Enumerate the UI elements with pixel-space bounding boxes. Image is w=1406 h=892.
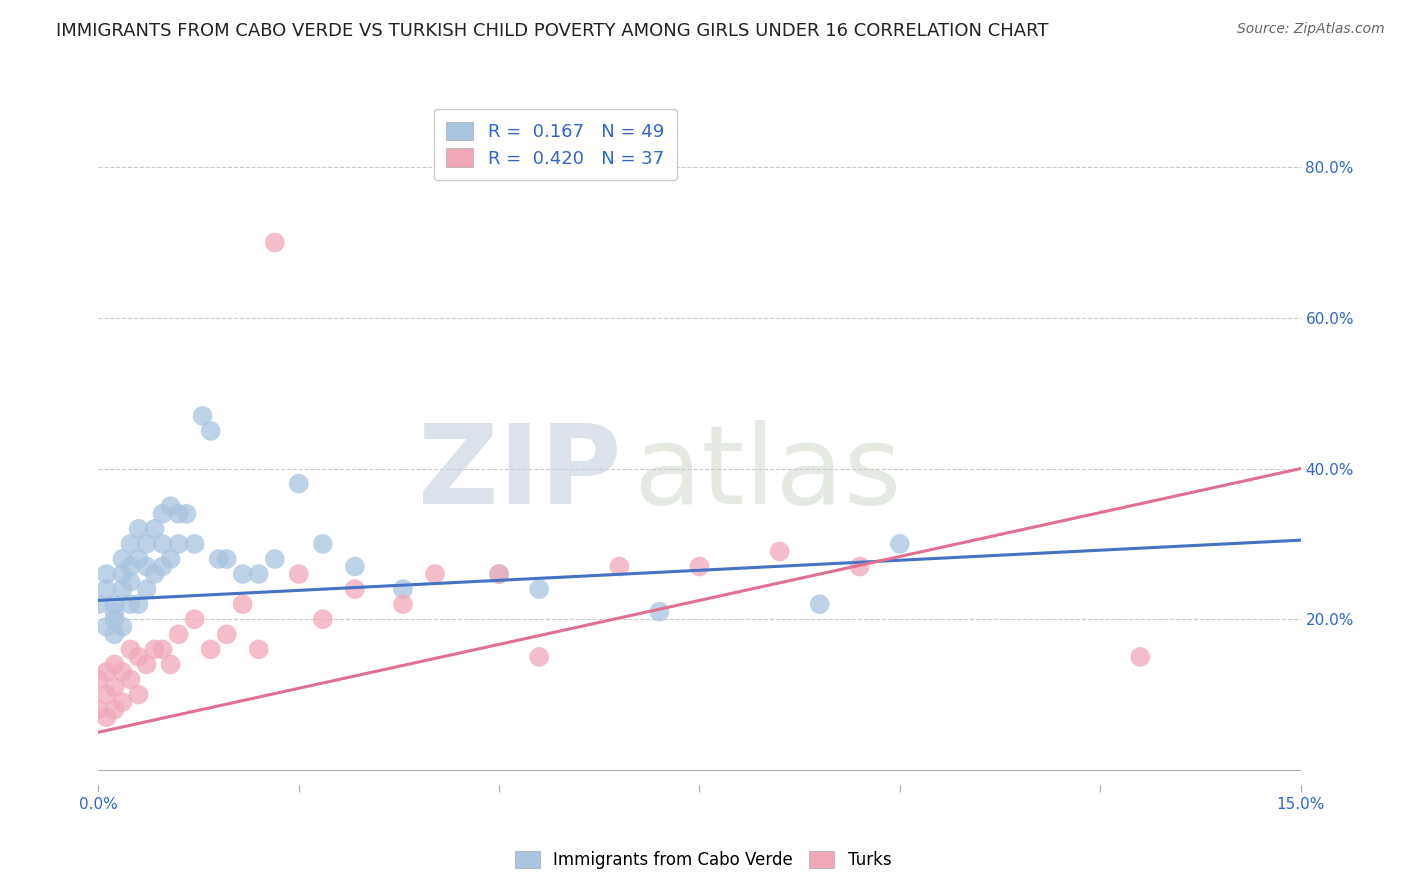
Point [343,582,366,596]
Point [87,597,110,611]
Point [111,552,134,566]
Point [263,235,285,250]
Point [143,642,166,657]
Text: atlas: atlas [633,419,901,526]
Point [111,582,134,596]
Point [1129,649,1152,664]
Point [143,522,166,536]
Point [769,544,792,558]
Point [120,559,142,574]
Point [232,567,254,582]
Point [152,507,174,521]
Point [889,537,911,551]
Point [111,665,134,679]
Point [120,574,142,589]
Point [128,552,150,566]
Point [111,567,134,582]
Point [159,657,181,672]
Point [103,605,125,619]
Point [120,597,142,611]
Point [128,688,150,702]
Point [128,649,150,664]
Point [103,657,125,672]
Point [103,680,125,694]
Point [159,552,181,566]
Point [111,695,134,709]
Point [152,642,174,657]
Point [103,627,125,641]
Point [135,537,157,551]
Point [232,597,254,611]
Point [200,424,222,438]
Point [128,522,150,536]
Point [96,710,118,724]
Point [103,597,125,611]
Point [529,582,551,596]
Point [135,657,157,672]
Point [128,597,150,611]
Point [103,612,125,626]
Point [120,537,142,551]
Point [343,559,366,574]
Text: IMMIGRANTS FROM CABO VERDE VS TURKISH CHILD POVERTY AMONG GIRLS UNDER 16 CORRELA: IMMIGRANTS FROM CABO VERDE VS TURKISH CH… [56,22,1049,40]
Point [159,500,181,514]
Point [488,567,510,582]
Point [183,537,205,551]
Text: Source: ZipAtlas.com: Source: ZipAtlas.com [1237,22,1385,37]
Point [96,665,118,679]
Point [96,582,118,596]
Point [808,597,831,611]
Point [488,567,510,582]
Point [167,537,190,551]
Point [152,537,174,551]
Point [152,559,174,574]
Point [135,559,157,574]
Point [208,552,231,566]
Point [87,673,110,687]
Point [111,620,134,634]
Point [135,582,157,596]
Point [288,567,311,582]
Point [215,552,238,566]
Point [689,559,711,574]
Point [200,642,222,657]
Point [103,703,125,717]
Point [312,612,335,626]
Point [609,559,631,574]
Point [392,582,415,596]
Point [215,627,238,641]
Point [167,507,190,521]
Point [247,567,270,582]
Point [176,507,198,521]
Point [96,567,118,582]
Point [191,409,214,423]
Point [849,559,872,574]
Point [263,552,285,566]
Point [183,612,205,626]
Point [648,605,671,619]
Point [143,567,166,582]
Point [96,688,118,702]
Text: ZIP: ZIP [418,419,621,526]
Legend: Immigrants from Cabo Verde, Turks: Immigrants from Cabo Verde, Turks [505,841,901,880]
Point [87,703,110,717]
Point [392,597,415,611]
Legend: R =  0.167   N = 49, R =  0.420   N = 37: R = 0.167 N = 49, R = 0.420 N = 37 [433,110,676,180]
Point [529,649,551,664]
Point [423,567,446,582]
Point [120,642,142,657]
Point [167,627,190,641]
Point [312,537,335,551]
Point [120,673,142,687]
Point [288,476,311,491]
Point [247,642,270,657]
Point [96,620,118,634]
